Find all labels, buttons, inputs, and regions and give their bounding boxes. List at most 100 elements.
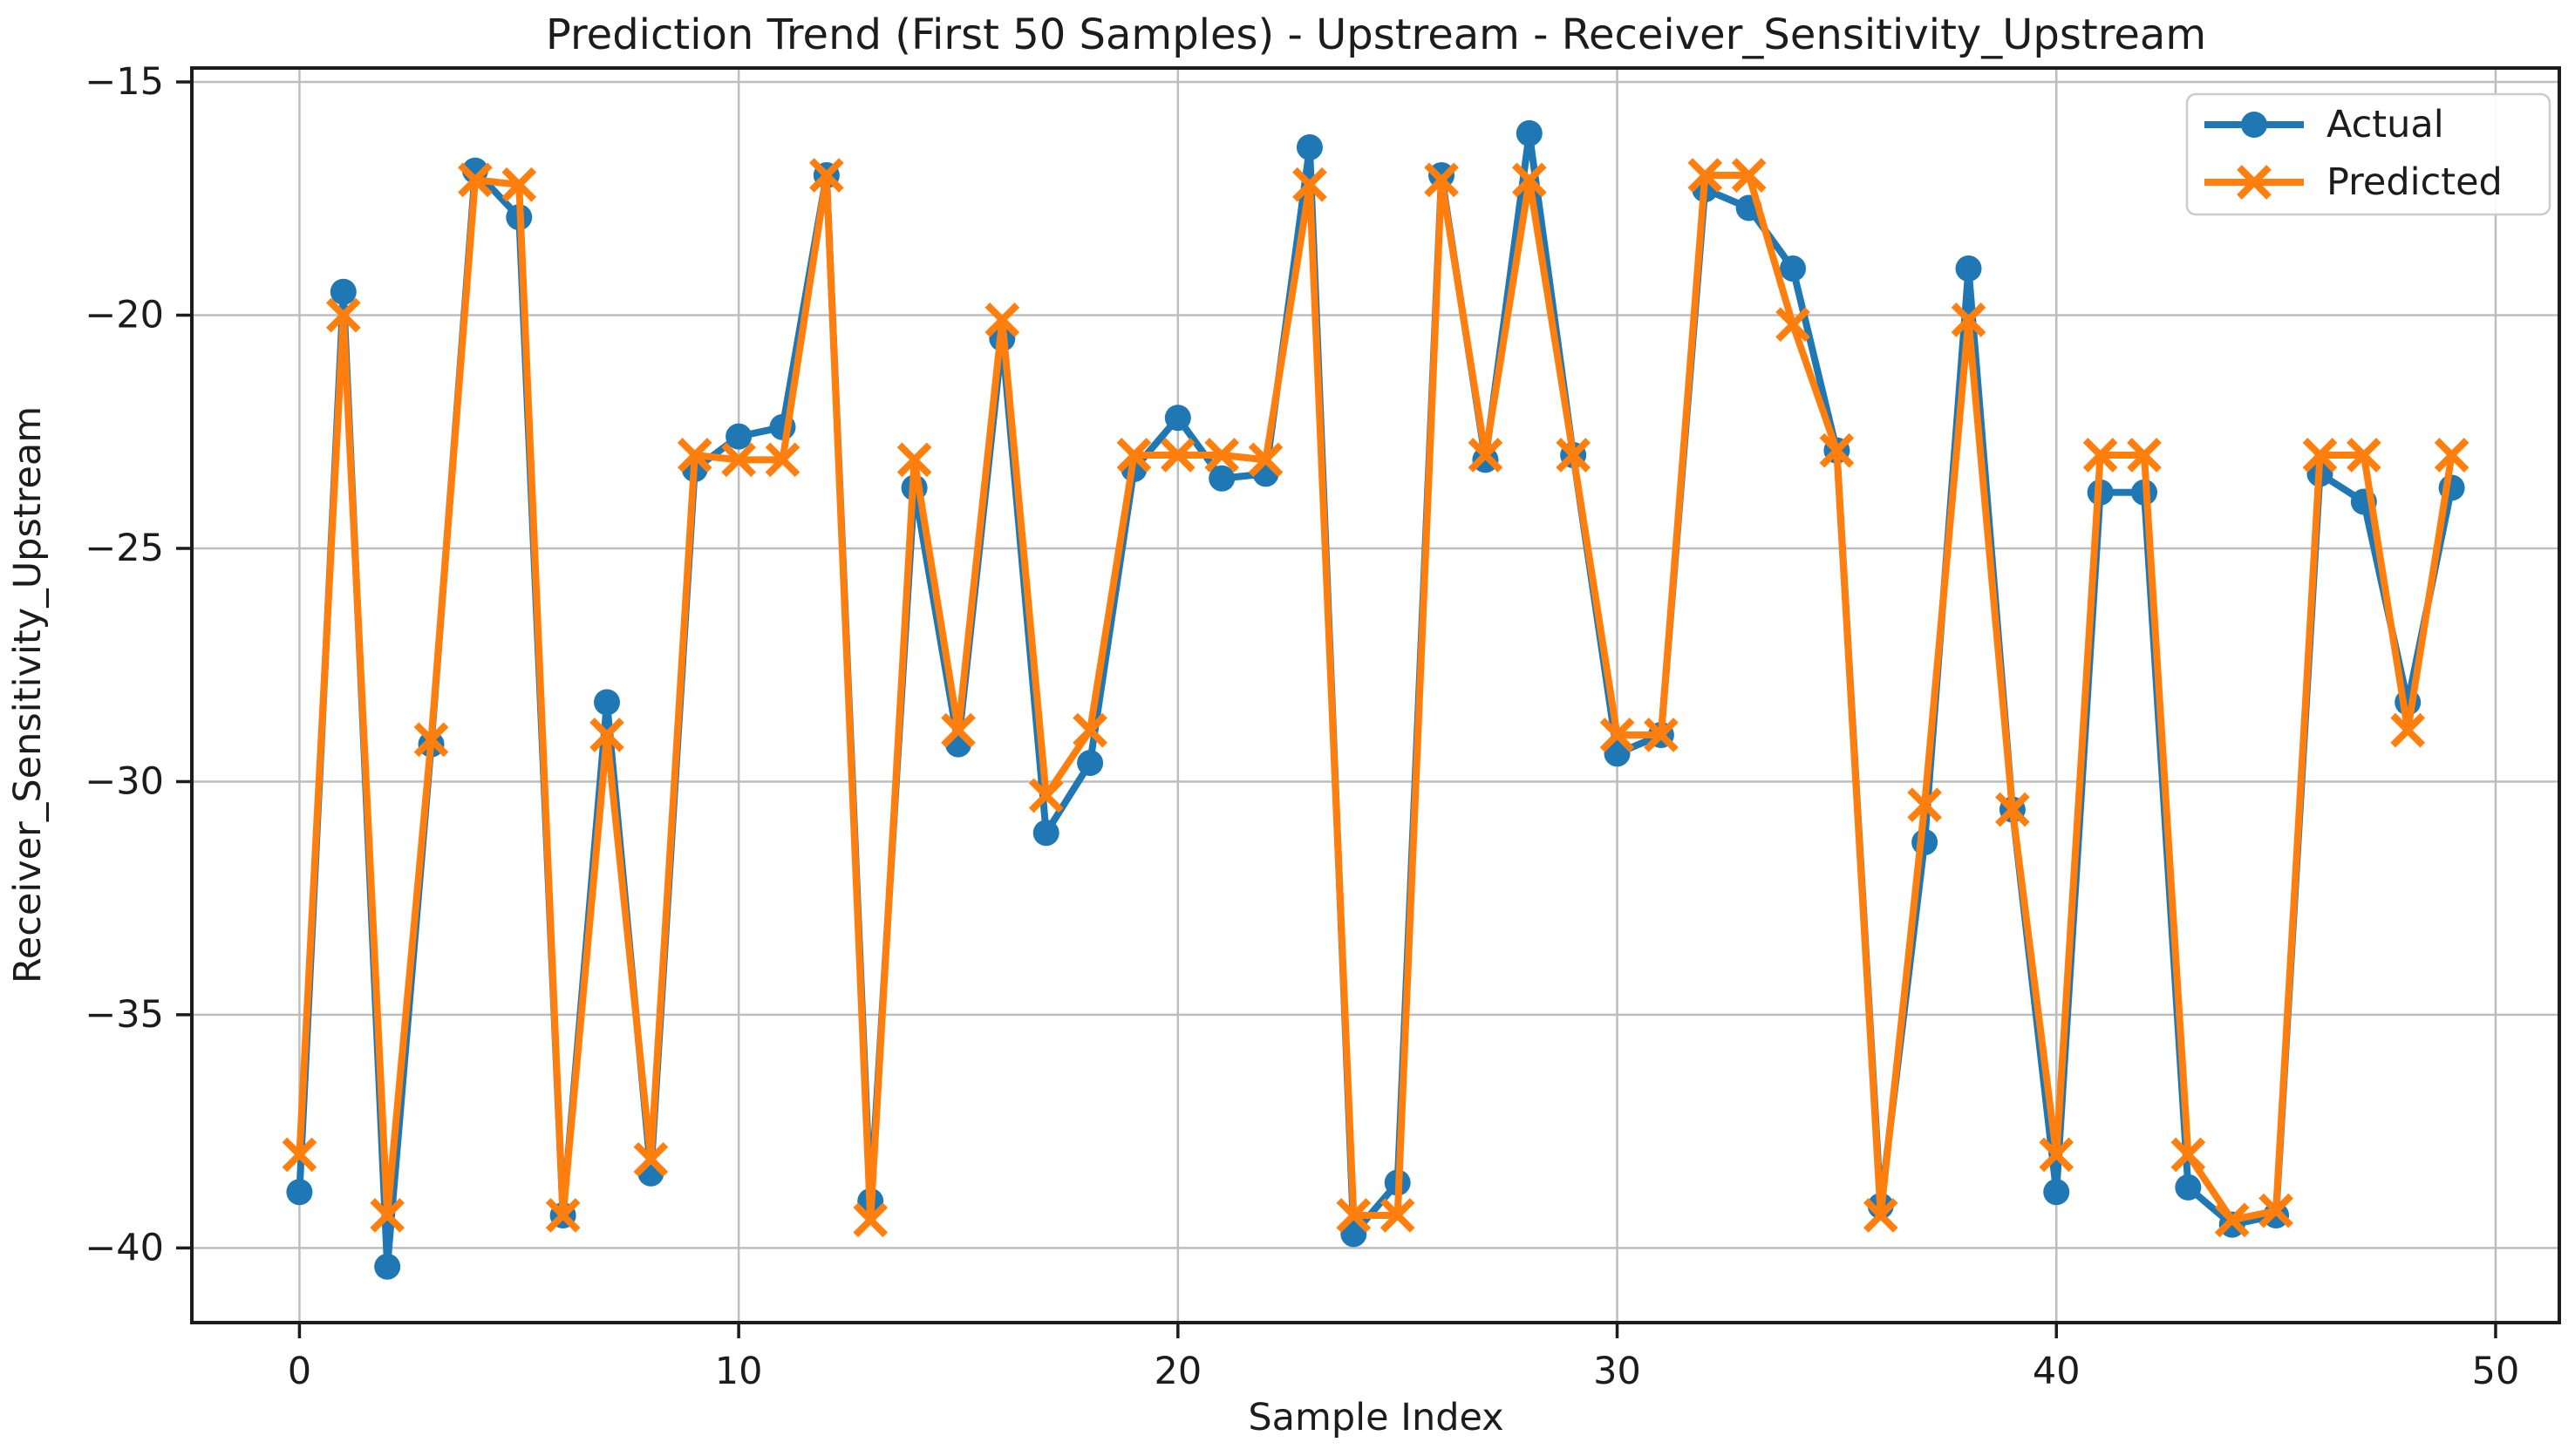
data-point (1907, 787, 1942, 823)
data-point (941, 712, 976, 748)
data-point (2434, 438, 2469, 473)
y-tick-label: −20 (85, 294, 164, 337)
data-point (1164, 405, 1191, 432)
data-point (1077, 750, 1104, 777)
data-point (1336, 1198, 1372, 1233)
data-point (2039, 1137, 2074, 1173)
data-point (282, 1137, 317, 1173)
data-point (1863, 1198, 1898, 1233)
data-point (1516, 119, 1543, 146)
data-point (1995, 792, 2030, 827)
data-point (2175, 1174, 2202, 1201)
plot-border (190, 66, 2561, 1324)
data-point (1951, 303, 1986, 337)
data-point (545, 1198, 581, 1233)
data-point (1424, 162, 1459, 198)
data-point (1775, 307, 1810, 343)
data-point (1116, 438, 1152, 473)
legend-entry-actual: Actual (2204, 103, 2444, 146)
data-point (1248, 442, 1284, 478)
data-point (1340, 1221, 1367, 1248)
data-point (2214, 1202, 2250, 1238)
data-point (1511, 162, 1547, 198)
y-tick-label: −15 (85, 60, 164, 104)
data-point (809, 158, 844, 193)
data-point (413, 722, 449, 758)
series-actual (286, 119, 2465, 1280)
data-point (1161, 438, 1196, 473)
data-point (1468, 438, 1503, 473)
data-point (594, 689, 621, 716)
data-point (1379, 1198, 1415, 1233)
data-point (589, 718, 624, 752)
legend-x-marker-icon (2237, 165, 2272, 200)
data-point (2043, 1179, 2070, 1206)
data-point (2127, 438, 2162, 473)
data-point (721, 442, 756, 478)
x-tick-labels: 0 10 20 30 40 50 (288, 1350, 2520, 1393)
data-point (2302, 438, 2338, 473)
y-tick-label: −25 (85, 527, 164, 570)
data-point (853, 1202, 889, 1238)
data-point (458, 162, 493, 198)
legend-entry-predicted: Predicted (2204, 160, 2503, 204)
y-axis-label: Receiver_Sensitivity_Upstream (6, 406, 50, 983)
data-point (677, 438, 712, 473)
data-point (1204, 438, 1240, 473)
data-point (2347, 438, 2381, 473)
plot-frame (190, 66, 2561, 1324)
data-point (1819, 432, 1855, 468)
legend-circle-marker-icon (2241, 112, 2267, 138)
data-point (1073, 712, 1107, 748)
series-predicted (282, 158, 2469, 1238)
data-point (2170, 1137, 2206, 1173)
data-point (330, 278, 357, 305)
series-layer (282, 119, 2469, 1280)
x-tick-label: 40 (2033, 1350, 2081, 1393)
x-tick-label: 10 (715, 1350, 763, 1393)
series-line-predicted (296, 172, 2456, 1224)
data-point (2082, 438, 2118, 473)
gridlines (192, 68, 2559, 1323)
x-tick-label: 0 (288, 1350, 311, 1393)
chart-title: Prediction Trend (First 50 Samples) - Up… (546, 10, 2206, 59)
y-tick-label: −40 (85, 1226, 164, 1269)
y-tick-label: −30 (85, 759, 164, 803)
data-point (1209, 465, 1236, 492)
y-tick-label: −35 (85, 993, 164, 1037)
data-point (1780, 255, 1807, 282)
data-point (1296, 133, 1323, 160)
axis-ticks (176, 80, 2497, 1338)
data-point (725, 423, 753, 450)
legend-label-predicted: Predicted (2326, 160, 2503, 204)
data-point (325, 297, 361, 333)
data-point (1731, 158, 1767, 193)
data-point (1292, 167, 1327, 202)
data-point (501, 167, 537, 202)
x-tick-label: 30 (1593, 1350, 1641, 1393)
data-point (1599, 718, 1635, 752)
x-tick-label: 20 (1154, 1350, 1202, 1393)
data-point (633, 1141, 669, 1177)
data-point (2390, 712, 2426, 748)
data-point (286, 1179, 313, 1206)
data-point (1028, 778, 1064, 813)
data-point (1687, 158, 1723, 193)
data-point (1032, 820, 1059, 847)
data-point (765, 442, 800, 478)
y-tick-labels: −15 −20 −25 −30 −35 −40 (85, 60, 164, 1269)
data-point (1955, 255, 1982, 282)
data-point (1644, 718, 1679, 752)
data-point (984, 303, 1020, 337)
x-axis-label: Sample Index (1248, 1396, 1503, 1439)
data-point (1604, 740, 1631, 767)
data-point (896, 442, 932, 478)
data-point (370, 1198, 405, 1233)
series-line-actual (296, 129, 2456, 1270)
data-point (374, 1253, 401, 1280)
legend: Actual Predicted (2185, 92, 2551, 216)
legend-label-actual: Actual (2326, 103, 2444, 146)
x-tick-label: 50 (2472, 1350, 2520, 1393)
